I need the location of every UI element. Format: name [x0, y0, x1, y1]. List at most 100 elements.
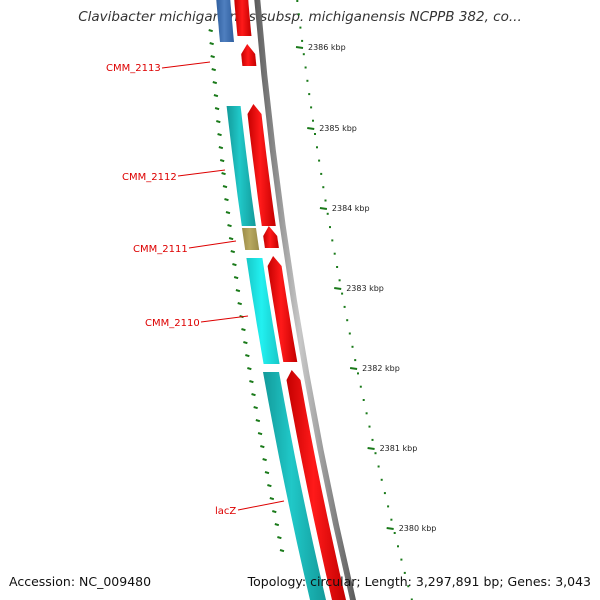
- ruler-dot: [387, 505, 390, 508]
- gc-skew-mark: [224, 198, 229, 202]
- reverse-cds-segment: [226, 106, 256, 226]
- gc-skew-mark: [241, 328, 246, 332]
- gc-skew-mark: [243, 341, 248, 345]
- gc-skew-mark: [251, 393, 256, 397]
- ruler-dot: [357, 372, 359, 375]
- ruler-dot: [407, 585, 410, 588]
- gc-skew-mark: [208, 29, 213, 33]
- ruler-dot: [333, 252, 336, 255]
- ruler-dot: [296, 0, 299, 2]
- ruler-major-tick: [386, 527, 394, 530]
- gc-skew-mark: [214, 107, 220, 111]
- gc-skew-mark: [216, 120, 221, 124]
- ruler-dot: [410, 598, 413, 600]
- gc-skew-mark: [225, 211, 231, 215]
- ruler-dot: [343, 305, 346, 308]
- gc-skew-mark: [218, 146, 224, 150]
- gc-skew-mark: [260, 445, 265, 449]
- gc-skew-mark: [237, 302, 242, 306]
- ruler-dot: [351, 345, 354, 348]
- ruler-dot: [304, 66, 307, 69]
- gene-label: CMM_2111: [133, 244, 188, 255]
- ruler-tick-label: 2384 kbp: [332, 204, 370, 213]
- forward-cds-segment: [241, 44, 257, 66]
- gc-skew-mark: [255, 419, 261, 423]
- reverse-cds-segment: [246, 258, 280, 364]
- ruler-dot: [322, 186, 325, 189]
- ruler-tick-label: 2382 kbp: [362, 364, 400, 373]
- forward-cds-segment: [247, 104, 276, 226]
- ruler-dot: [403, 571, 406, 574]
- ruler-dot: [329, 226, 331, 229]
- ruler-dot: [368, 425, 371, 428]
- gc-skew-mark: [264, 471, 270, 475]
- ruler-dot: [310, 106, 313, 109]
- gc-skew-mark: [257, 432, 263, 436]
- genome-summary-text: Topology: circular; Length: 3,297,891 bp…: [247, 574, 591, 589]
- ruler-dot: [302, 53, 305, 56]
- other-feature-segment: [242, 228, 260, 250]
- gc-skew-mark: [253, 406, 258, 410]
- ruler-dot: [365, 412, 368, 415]
- ruler-dot: [359, 385, 362, 388]
- ruler-dot: [362, 399, 365, 401]
- ruler-major-tick: [307, 127, 315, 130]
- gc-skew-mark: [211, 68, 217, 72]
- gc-skew-mark: [277, 536, 282, 540]
- gc-skew-mark: [232, 263, 237, 267]
- ruler-dot: [400, 558, 403, 561]
- gc-skew-mark: [269, 497, 275, 501]
- gene-label-leader-line: [188, 240, 237, 249]
- ruler-dot: [377, 465, 380, 468]
- gc-skew-mark: [227, 224, 232, 228]
- forward-cds-segment: [286, 370, 346, 600]
- gene-label: lacZ: [215, 506, 236, 517]
- ruler-major-tick: [349, 367, 358, 370]
- ruler-dot: [393, 532, 396, 534]
- ruler-dot: [354, 359, 357, 362]
- gc-skew-mark: [222, 185, 228, 189]
- ruler-dot: [326, 212, 329, 215]
- gc-skew-mark: [233, 276, 239, 280]
- gc-skew-mark: [221, 172, 226, 176]
- ruler-dot: [301, 39, 304, 42]
- gc-skew-mark: [279, 549, 285, 553]
- ruler-dot: [316, 146, 318, 149]
- gene-label-leader-line: [237, 500, 285, 511]
- gene-label: CMM_2110: [145, 318, 200, 329]
- gc-skew-mark: [228, 237, 234, 241]
- ruler-major-tick: [334, 287, 342, 290]
- reverse-cds-segment: [263, 372, 326, 600]
- gc-skew-mark: [230, 250, 236, 254]
- ruler-dot: [336, 266, 339, 268]
- ruler-dot: [397, 545, 399, 548]
- gc-skew-mark: [272, 510, 277, 514]
- ruler-tick-label: 2385 kbp: [319, 124, 357, 133]
- gene-label-leader-line: [177, 169, 226, 177]
- ruler-dot: [318, 159, 321, 162]
- ruler-tick-label: 2383 kbp: [346, 284, 384, 293]
- gene-label: CMM_2113: [106, 63, 161, 74]
- ruler-dot: [383, 492, 386, 495]
- gc-skew-mark: [235, 289, 241, 293]
- ruler-dot: [314, 133, 316, 135]
- forward-cds-segment: [267, 256, 298, 362]
- ruler-dot: [297, 13, 300, 16]
- gc-skew-mark: [212, 81, 218, 85]
- ruler-tick-label: 2381 kbp: [380, 444, 418, 453]
- gc-skew-mark: [219, 159, 225, 163]
- ruler-dot: [324, 199, 327, 202]
- ruler-dot: [341, 292, 344, 295]
- ruler-major-tick: [319, 207, 328, 210]
- blue-feature-segment: [216, 0, 234, 42]
- ruler-dot: [374, 452, 377, 455]
- backbone-line: [254, 0, 356, 600]
- gc-skew-mark: [249, 380, 254, 384]
- ruler-dot: [390, 518, 393, 521]
- ruler-dot: [320, 172, 323, 175]
- ruler-dot: [346, 319, 349, 322]
- ruler-major-tick: [367, 447, 375, 450]
- ruler-dot: [308, 93, 311, 96]
